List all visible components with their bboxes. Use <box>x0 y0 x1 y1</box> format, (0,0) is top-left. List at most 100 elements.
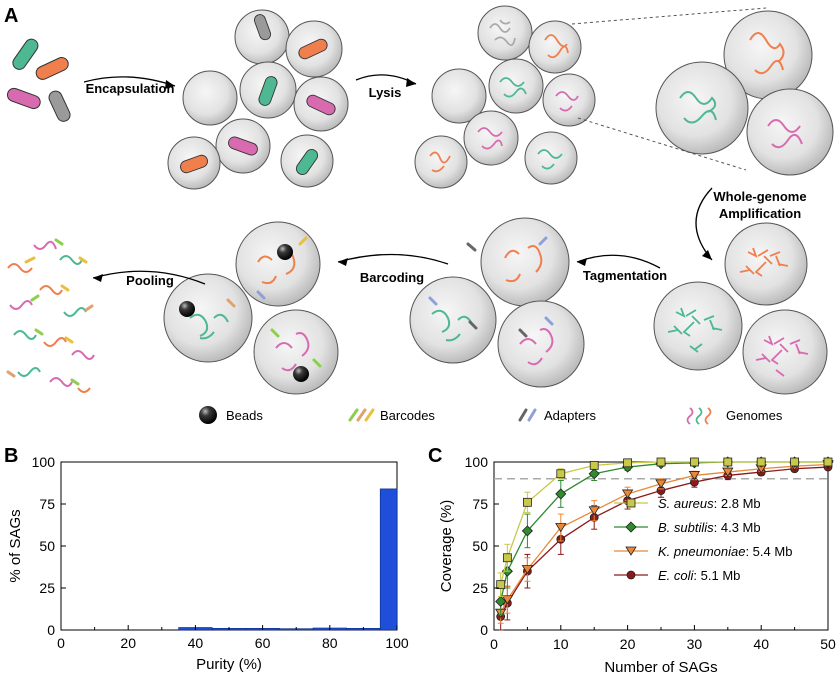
y-tick-label: 75 <box>39 496 55 512</box>
data-point <box>523 497 532 507</box>
pooled-barcodes <box>6 238 94 386</box>
bacterium-green <box>295 148 319 176</box>
genome-orange <box>429 151 451 173</box>
data-point <box>501 595 514 605</box>
data-point <box>621 489 634 499</box>
y-tick-label: 25 <box>472 580 488 596</box>
y-tick-label: 0 <box>47 622 55 638</box>
legend-adapters-icon <box>518 408 537 422</box>
legend-species-name: B. subtilis <box>658 520 714 535</box>
data-point <box>556 469 566 479</box>
zoom-line <box>577 117 747 171</box>
step-label-tagmentation: Tagmentation <box>583 268 667 283</box>
legend-species-name: S. aureus <box>658 496 714 511</box>
x-tick-label: 40 <box>753 636 769 652</box>
x-tick-label: 50 <box>820 636 836 652</box>
genome-pink <box>555 91 579 112</box>
genome-green <box>667 307 723 353</box>
bead <box>293 366 309 382</box>
step-label-barcoding: Barcoding <box>360 270 424 285</box>
arrow-wga <box>695 187 713 261</box>
legend-entry: B. subtilis: 4.3 Mb <box>614 520 761 535</box>
fragment <box>33 240 57 250</box>
adapter <box>468 320 478 330</box>
x-tick-label: 10 <box>553 636 569 652</box>
droplet <box>477 5 533 61</box>
fragment <box>39 285 63 295</box>
barcode <box>84 304 94 312</box>
fragment <box>63 307 87 317</box>
arrow-encapsulation <box>83 76 176 87</box>
pooled-fragments <box>7 240 95 393</box>
genome-pink <box>686 407 694 425</box>
genome-pink <box>275 332 310 372</box>
adapter <box>256 290 266 300</box>
genome-pink <box>477 127 503 150</box>
droplet <box>528 20 582 74</box>
data-point <box>555 523 567 533</box>
droplet <box>497 300 585 388</box>
data-point <box>688 471 701 481</box>
arrowhead-icon <box>577 258 587 266</box>
barcode <box>30 294 40 302</box>
legend-label: S. aureus: 2.8 Mb <box>658 496 761 511</box>
legend-entry: S. aureus: 2.8 Mb <box>614 496 761 511</box>
adapter <box>527 408 537 422</box>
data-point <box>496 580 506 590</box>
droplet <box>253 309 339 395</box>
panel-b-histogram: B 0 20 40 60 80 100 0 25 50 75 100 Purity (%) % of… <box>4 445 409 673</box>
step-label-pooling: Pooling <box>126 273 174 288</box>
x-tick-label: 0 <box>57 635 65 651</box>
y-tick-label: 75 <box>472 496 488 512</box>
axes-group: 0 20 40 60 80 100 0 25 50 75 100 <box>32 454 409 651</box>
barcode <box>312 358 322 368</box>
y-tick-label: 25 <box>39 580 55 596</box>
fragment <box>59 255 83 265</box>
adapters <box>226 236 554 368</box>
panel-c-line-chart: C 0 10 20 30 40 50 0 25 50 75 100 S. aureus: 2.8 M… <box>428 445 836 676</box>
x-tick-label: 20 <box>620 636 636 652</box>
droplet <box>163 273 253 363</box>
legend-marker <box>625 546 637 556</box>
bars-group <box>178 488 398 631</box>
barcode <box>6 370 16 378</box>
genome-orange <box>704 407 712 425</box>
legend-genomes-label: Genomes <box>726 408 783 423</box>
droplet <box>653 281 743 371</box>
y-tick-label: 100 <box>465 454 489 470</box>
genome-green <box>537 149 563 170</box>
legend-beads-label: Beads <box>226 408 263 423</box>
fragment <box>9 300 33 310</box>
adapter <box>538 236 548 246</box>
fragment <box>49 377 73 387</box>
droplet <box>235 221 321 307</box>
y-tick-label: 0 <box>480 622 488 638</box>
arrowhead-icon <box>165 80 175 89</box>
x-tick-label: 40 <box>188 635 204 651</box>
data-point <box>723 457 733 467</box>
barcode <box>270 328 280 338</box>
bacterium-grey <box>254 14 272 41</box>
genome-pink <box>767 119 803 149</box>
data-point <box>588 468 600 480</box>
adapter <box>466 242 477 252</box>
barcode <box>226 298 236 308</box>
barcode <box>54 238 64 246</box>
barcode <box>24 256 36 264</box>
panel-b-letter: B <box>4 445 18 467</box>
data-point <box>589 460 599 470</box>
fragment <box>77 387 91 393</box>
legend: S. aureus: 2.8 Mb B. subtilis: 4.3 Mb K. p… <box>614 496 792 583</box>
panel-a-schematic: A <box>4 5 834 425</box>
data-point <box>521 525 533 537</box>
genome-green <box>499 77 527 98</box>
step-label-encapsulation: Encapsulation <box>86 81 175 96</box>
fragment <box>43 337 67 347</box>
bacterium-orange <box>180 154 208 174</box>
legend-label: K. pneumoniae: 5.4 Mb <box>658 544 792 559</box>
barcode <box>348 408 359 422</box>
encapsulated-droplets <box>167 9 349 190</box>
legend-adapters-label: Adapters <box>544 408 597 423</box>
droplet <box>409 276 497 364</box>
